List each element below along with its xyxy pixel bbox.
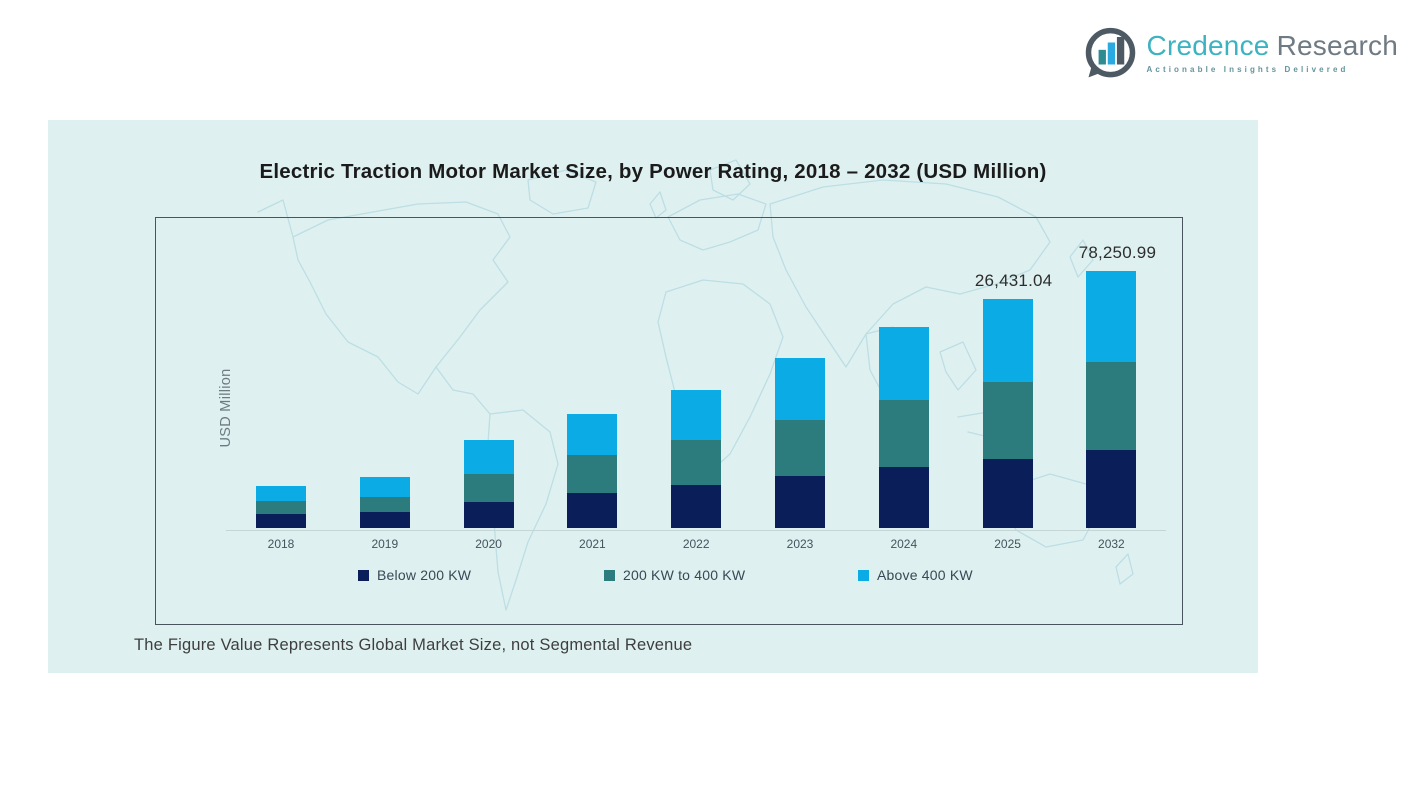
brand-name-primary: Credence (1146, 30, 1270, 61)
stacked-bar-2021 (567, 414, 618, 528)
bar-segment (775, 420, 825, 476)
bar-segment (671, 485, 722, 528)
bar-segment (567, 455, 618, 493)
x-tick-label: 2022 (682, 537, 710, 551)
bar-segment (256, 514, 306, 528)
stacked-bar-2024 (878, 327, 929, 528)
bar-segment (1086, 271, 1137, 362)
legend: Below 200 KW 200 KW to 400 KW Above 400 KW (156, 567, 1182, 587)
bar-segment (256, 501, 306, 514)
x-tick-label: 2021 (579, 537, 606, 551)
x-axis-line (226, 530, 1166, 531)
bar-segment (1086, 450, 1137, 528)
stacked-bar-2025 (982, 299, 1033, 528)
bar-segment (982, 299, 1033, 382)
legend-swatch (858, 569, 869, 581)
stacked-bar-2018 (256, 486, 306, 528)
legend-swatch (358, 569, 369, 581)
x-tick-label: 2023 (786, 537, 814, 551)
bar-segment (982, 382, 1033, 459)
brand-logo: Credence Research Actionable Insights Del… (1083, 26, 1398, 81)
legend-item: 200 KW to 400 KW (604, 567, 745, 583)
legend-item: Above 400 KW (858, 567, 973, 583)
x-tick-label: 2019 (371, 537, 399, 551)
chart-panel: Electric Traction Motor Market Size, by … (48, 120, 1258, 673)
stacked-bar-2032 (1086, 271, 1137, 528)
brand-logo-icon (1083, 26, 1138, 81)
legend-label: Above 400 KW (877, 567, 973, 583)
y-axis-label: USD Million (218, 368, 234, 448)
legend-swatch (604, 569, 615, 581)
brand-name-secondary: Research (1276, 30, 1398, 61)
plot-area: USD Million 2018 2019 2020 2021 2022 2023 2024… (155, 217, 1183, 625)
brand-tagline: Actionable Insights Delivered (1146, 65, 1349, 74)
stacked-bar-2023 (775, 358, 825, 528)
bar-segment (982, 459, 1033, 528)
bar-segment (359, 512, 410, 528)
bar-segment (463, 502, 514, 528)
bar-total-label: 78,250.99 (1078, 243, 1157, 262)
chart-title: Electric Traction Motor Market Size, by … (259, 160, 1047, 183)
bar-segment (463, 474, 514, 502)
bar-segment (359, 477, 410, 497)
bar-segment (775, 476, 825, 528)
stacked-bar-2019 (359, 477, 410, 528)
x-tick-label: 2032 (1098, 537, 1125, 551)
bar-total-label: 26,431.04 (974, 271, 1053, 290)
brand-logo-text: Credence Research Actionable Insights Del… (1146, 26, 1398, 75)
bar-segment (1086, 362, 1137, 450)
legend-label: Below 200 KW (377, 567, 472, 583)
bar-segment (878, 467, 929, 528)
legend-item: Below 200 KW (358, 567, 471, 583)
x-tick-label: 2024 (890, 537, 918, 551)
x-tick-label: 2018 (267, 537, 295, 551)
bar-segment (878, 327, 929, 400)
stacked-bar-2022 (671, 390, 722, 528)
x-tick-label: 2025 (994, 537, 1021, 551)
legend-label: 200 KW to 400 KW (623, 567, 746, 583)
bar-segment (567, 493, 618, 528)
x-tick-label: 2020 (475, 537, 502, 551)
bar-segment (463, 440, 514, 474)
bar-segment (878, 400, 929, 467)
bar-segment (775, 358, 825, 420)
bar-segment (567, 414, 618, 455)
bar-segment (359, 497, 410, 512)
bar-segment (256, 486, 306, 501)
bar-segment (671, 390, 722, 440)
stacked-bar-2020 (463, 440, 514, 528)
bar-segment (671, 440, 722, 485)
footnote: The Figure Value Represents Global Marke… (134, 636, 693, 654)
